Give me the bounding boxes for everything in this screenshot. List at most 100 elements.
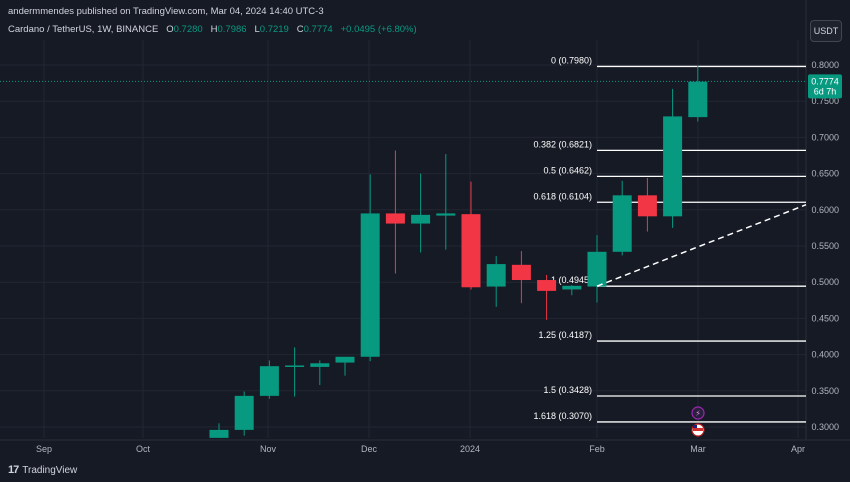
candles <box>209 65 708 438</box>
candle <box>511 251 531 304</box>
fib-level-label: 1 (0.4945) <box>551 275 592 285</box>
trendline-dashed <box>596 204 807 287</box>
candle-body <box>234 395 254 430</box>
symbol-legend: Cardano / TetherUS, 1W, BINANCE O0.7280 … <box>8 24 417 35</box>
candle <box>360 174 380 362</box>
candle-body <box>310 363 330 367</box>
candle-body <box>637 195 657 217</box>
candle-body <box>688 81 708 118</box>
y-tick-label: 0.8000 <box>811 60 839 70</box>
last-price-countdown: 6d 7h <box>814 86 837 96</box>
candle <box>637 177 657 232</box>
candle-body <box>285 365 305 367</box>
candle <box>436 154 456 250</box>
candle <box>587 235 607 303</box>
low-value: 0.7219 <box>259 24 289 35</box>
chart-grid <box>0 0 850 441</box>
fib-level-label: 1.5 (0.3428) <box>543 385 592 395</box>
tradingview-mark-icon: 17 <box>8 464 19 476</box>
candle-body <box>335 356 355 363</box>
fib-level-label: 0.618 (0.6104) <box>533 191 592 201</box>
candle-body <box>259 366 279 396</box>
x-tick-label: Feb <box>589 444 605 454</box>
candle <box>411 173 431 253</box>
candle <box>259 360 279 399</box>
flag-stripe <box>693 428 703 431</box>
candle <box>537 274 557 320</box>
time-axis: Sep Oct Nov Dec 2024 Feb Mar Apr <box>36 444 805 454</box>
last-price-value: 0.7774 <box>811 76 839 86</box>
candle <box>562 285 582 296</box>
tradingview-logo-text: TradingView <box>22 464 78 476</box>
low-label: L <box>254 24 260 35</box>
candle-body <box>537 280 557 291</box>
x-tick-label: Apr <box>791 444 805 454</box>
flag-canton <box>693 425 697 428</box>
candle-body <box>663 116 683 217</box>
candle <box>234 391 254 436</box>
fib-level-label: 0.382 (0.6821) <box>533 139 592 149</box>
candle <box>486 256 506 307</box>
y-tick-label: 0.6000 <box>811 205 839 215</box>
change-value: +0.0495 (+6.80%) <box>340 24 417 35</box>
y-tick-label: 0.3500 <box>811 386 839 396</box>
candle-body <box>612 195 632 252</box>
candle <box>310 360 330 386</box>
event-markers: ⚡ <box>691 406 705 437</box>
open-label: O <box>166 24 174 35</box>
x-tick-label: Sep <box>36 444 52 454</box>
close-value: 0.7774 <box>303 24 333 35</box>
y-tick-label: 0.7500 <box>811 96 839 106</box>
candle-body <box>209 429 229 438</box>
fib-level-label: 0 (0.7980) <box>551 55 592 65</box>
fib-level-label: 1.618 (0.3070) <box>533 411 592 421</box>
candle-body <box>486 264 506 287</box>
y-tick-label: 0.3000 <box>811 422 839 432</box>
candle <box>385 150 405 274</box>
candle <box>335 356 355 376</box>
x-tick-label: 2024 <box>460 444 480 454</box>
fib-level-label: 1.25 (0.4187) <box>538 330 592 340</box>
x-tick-label: Dec <box>361 444 378 454</box>
candle <box>612 180 632 256</box>
x-tick-label: Oct <box>136 444 151 454</box>
candle <box>461 181 481 290</box>
currency-button[interactable]: USDT <box>810 20 842 42</box>
high-label: H <box>210 24 218 35</box>
y-tick-label: 0.5500 <box>811 241 839 251</box>
fib-levels: 0 (0.7980) 0.382 (0.6821) 0.5 (0.6462) 0.61… <box>533 55 806 423</box>
candle-body <box>385 213 405 224</box>
price-axis: 0.8000 0.7500 0.7000 0.6500 0.6000 0.5500 0.50… <box>811 60 839 432</box>
symbol-name[interactable]: Cardano / TetherUS, 1W, BINANCE <box>8 24 159 35</box>
published-line: andermmendes published on TradingView.co… <box>8 6 324 17</box>
x-tick-label: Mar <box>690 444 706 454</box>
candle <box>663 88 683 228</box>
high-value: 0.7986 <box>217 24 247 35</box>
candle <box>285 347 305 397</box>
x-tick-label: Nov <box>260 444 277 454</box>
candle-body <box>411 214 431 224</box>
last-price-box <box>808 74 842 99</box>
y-tick-label: 0.7000 <box>811 132 839 142</box>
tradingview-logo[interactable]: 17 TradingView <box>8 464 77 476</box>
y-tick-label: 0.5000 <box>811 277 839 287</box>
candle-body <box>562 285 582 290</box>
candle-body <box>436 213 456 216</box>
lightning-glyph-icon: ⚡ <box>695 409 701 418</box>
candle-body <box>360 213 380 357</box>
y-tick-label: 0.4500 <box>811 313 839 323</box>
open-value: 0.7280 <box>173 24 203 35</box>
candle-body <box>587 251 607 287</box>
trendline <box>596 204 807 287</box>
y-tick-label: 0.6500 <box>811 169 839 179</box>
lightning-event-icon <box>691 406 705 420</box>
candle <box>209 423 229 438</box>
fib-level-label: 0.5 (0.6462) <box>543 165 592 175</box>
candle-body <box>461 214 481 288</box>
close-label: C <box>296 24 304 35</box>
candle <box>688 65 708 122</box>
candle-body <box>511 264 531 281</box>
y-tick-label: 0.4000 <box>811 350 839 360</box>
